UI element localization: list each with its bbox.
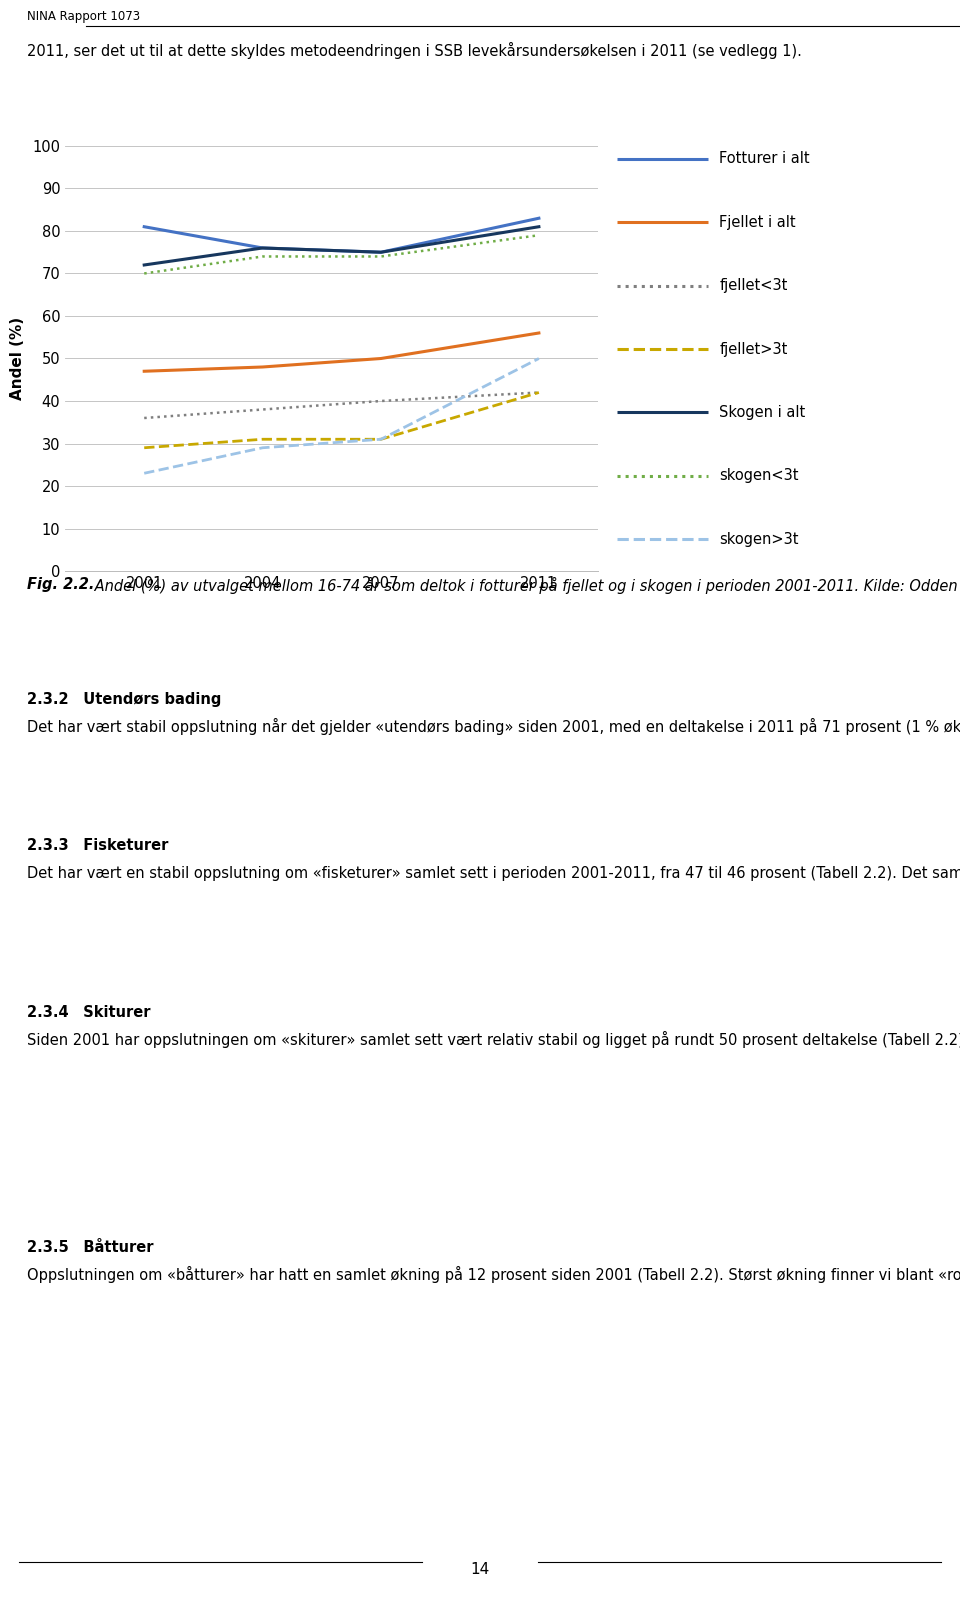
Text: Det har vært en stabil oppslutning om «fisketurer» samlet sett i perioden 2001-2: Det har vært en stabil oppslutning om «f… — [27, 865, 960, 881]
Text: Fjellet i alt: Fjellet i alt — [719, 215, 796, 229]
Y-axis label: Andel (%): Andel (%) — [11, 318, 26, 399]
Text: skogen>3t: skogen>3t — [719, 533, 799, 547]
Text: 2011, ser det ut til at dette skyldes metodeendringen i SSB levekårsundersøkelse: 2011, ser det ut til at dette skyldes me… — [27, 42, 802, 59]
Text: fjellet>3t: fjellet>3t — [719, 342, 787, 356]
Text: 2.3.4 Skiturer: 2.3.4 Skiturer — [27, 1006, 151, 1020]
Text: 2.3.2 Utendørs bading: 2.3.2 Utendørs bading — [27, 691, 221, 707]
Text: Andel (%) av utvalget mellom 16-74 år som deltok i fotturer på fjellet og i skog: Andel (%) av utvalget mellom 16-74 år so… — [90, 577, 960, 595]
Text: Det har vært stabil oppslutning når det gjelder «utendørs bading» siden 2001, me: Det har vært stabil oppslutning når det … — [27, 719, 960, 735]
Text: 2.3.3 Fisketurer: 2.3.3 Fisketurer — [27, 837, 168, 853]
Text: NINA Rapport 1073: NINA Rapport 1073 — [27, 10, 140, 24]
Text: skogen<3t: skogen<3t — [719, 468, 799, 483]
Text: Siden 2001 har oppslutningen om «skiturer» samlet sett vært relativ stabil og li: Siden 2001 har oppslutningen om «skiture… — [27, 1031, 960, 1047]
Text: Skogen i alt: Skogen i alt — [719, 404, 805, 420]
Text: Fig. 2.2.: Fig. 2.2. — [27, 577, 94, 592]
Text: 14: 14 — [470, 1562, 490, 1577]
Text: Oppslutningen om «båtturer» har hatt en samlet økning på 12 prosent siden 2001 (: Oppslutningen om «båtturer» har hatt en … — [27, 1266, 960, 1283]
Text: Fotturer i alt: Fotturer i alt — [719, 151, 810, 167]
Text: 2.3.5 Båtturer: 2.3.5 Båtturer — [27, 1240, 154, 1254]
Text: fjellet<3t: fjellet<3t — [719, 277, 787, 294]
